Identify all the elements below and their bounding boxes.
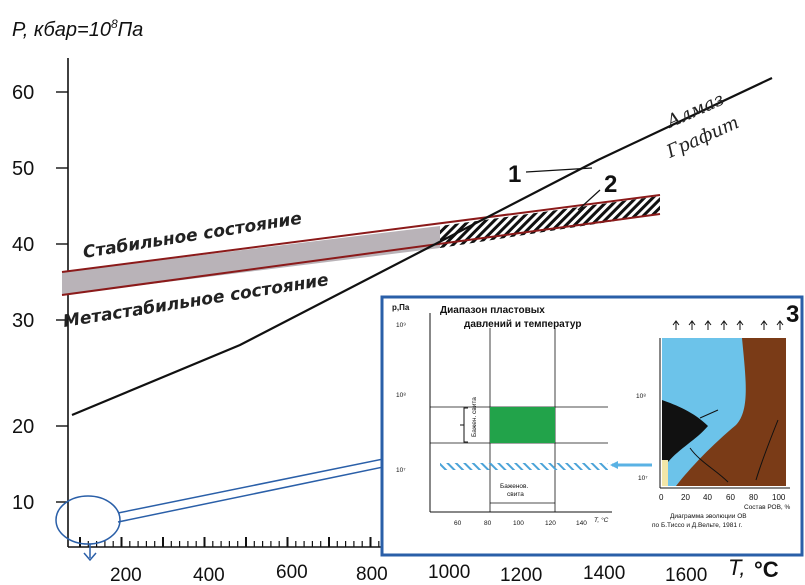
diamond-graphite-curve [71,77,773,417]
inset-right-tick: 40 [703,493,712,502]
inset-title-1: Диапазон пластовых [440,305,545,316]
inset-caption-1: Диаграмма эволюции ОВ [670,513,747,520]
inset-leader-lines [55,456,394,562]
bazhen-bottom-1: Баженов. [500,483,529,490]
inset-left-tick: 120 [545,520,556,527]
x-tick-labels: 200 400 600 800 1000 1200 1400 1600 [110,562,707,585]
inset-right-y-8: 10⁸ [636,393,646,400]
inset-title-2: давлений и температур [464,319,581,330]
inset-left-tick: 100 [513,520,524,527]
inset-y-label: p,Па [392,303,410,312]
inset-panel: 3 p,Па Диапазон пластовых давлений и тем… [380,295,804,557]
x-tick-label: 1600 [665,565,707,585]
x-tick-label: 400 [193,565,225,585]
bazhen-bottom-2: свита [507,491,524,498]
inset-up-arrows [672,320,784,330]
bazhen-range-box [490,407,555,443]
inset-y-exp-9: 10⁹ [396,322,406,329]
y-ticks: 60 50 40 30 20 10 [12,82,68,514]
inset-y-exp-8: 10⁸ [396,392,406,399]
curve-1-leader [525,167,593,173]
inset-left-tick: 140 [576,520,587,527]
inset-right-x-unit: Состав РОВ, % [744,504,791,511]
y-tick-label: 40 [12,234,34,256]
x-axis-unit-C: °C [754,557,779,582]
curve-1-label: 1 [508,161,521,188]
y-tick-label: 50 [12,158,34,180]
equilibrium-band [61,194,661,296]
y-tick-label: 20 [12,416,34,438]
inset-right-tick: 60 [726,493,735,502]
y-tick-label: 30 [12,310,34,332]
x-tick-label: 1200 [500,565,542,585]
inset-right-tick: 20 [681,493,690,502]
inset-left-x-unit: T, °C [594,516,609,524]
y-axis-title: P, кбар=108Па [12,17,143,41]
y-tick-label: 10 [12,492,34,514]
inset-water-level [440,463,608,470]
inset-y-exp-7: 10⁷ [396,467,406,474]
x-tick-label: 600 [276,562,308,583]
inset-caption-2: по Б.Тиссо и Д.Вельте, 1981 г. [652,522,742,529]
x-axis-unit-T: T, [728,555,746,580]
inset-right-tick: 0 [659,493,664,502]
inset-right-tick: 100 [772,493,786,502]
y-tick-label: 60 [12,82,34,104]
evolution-brown-area [676,338,786,486]
inset-number: 3 [786,301,799,328]
inset-right-tick: 80 [749,493,758,502]
x-tick-label: 1400 [583,563,625,584]
inset-left-tick: 80 [484,520,492,527]
curve-2-label: 2 [604,171,617,198]
inset-right-y-7: 10⁷ [638,475,648,482]
x-tick-label: 1000 [428,562,470,583]
evolution-black-area [662,400,708,462]
bazhen-side-label: Бажен. свита [471,397,478,437]
curve-2-leader [577,189,601,211]
x-tick-label: 800 [356,564,388,585]
x-tick-label: 200 [110,565,142,585]
inset-left-tick: 60 [454,520,462,527]
